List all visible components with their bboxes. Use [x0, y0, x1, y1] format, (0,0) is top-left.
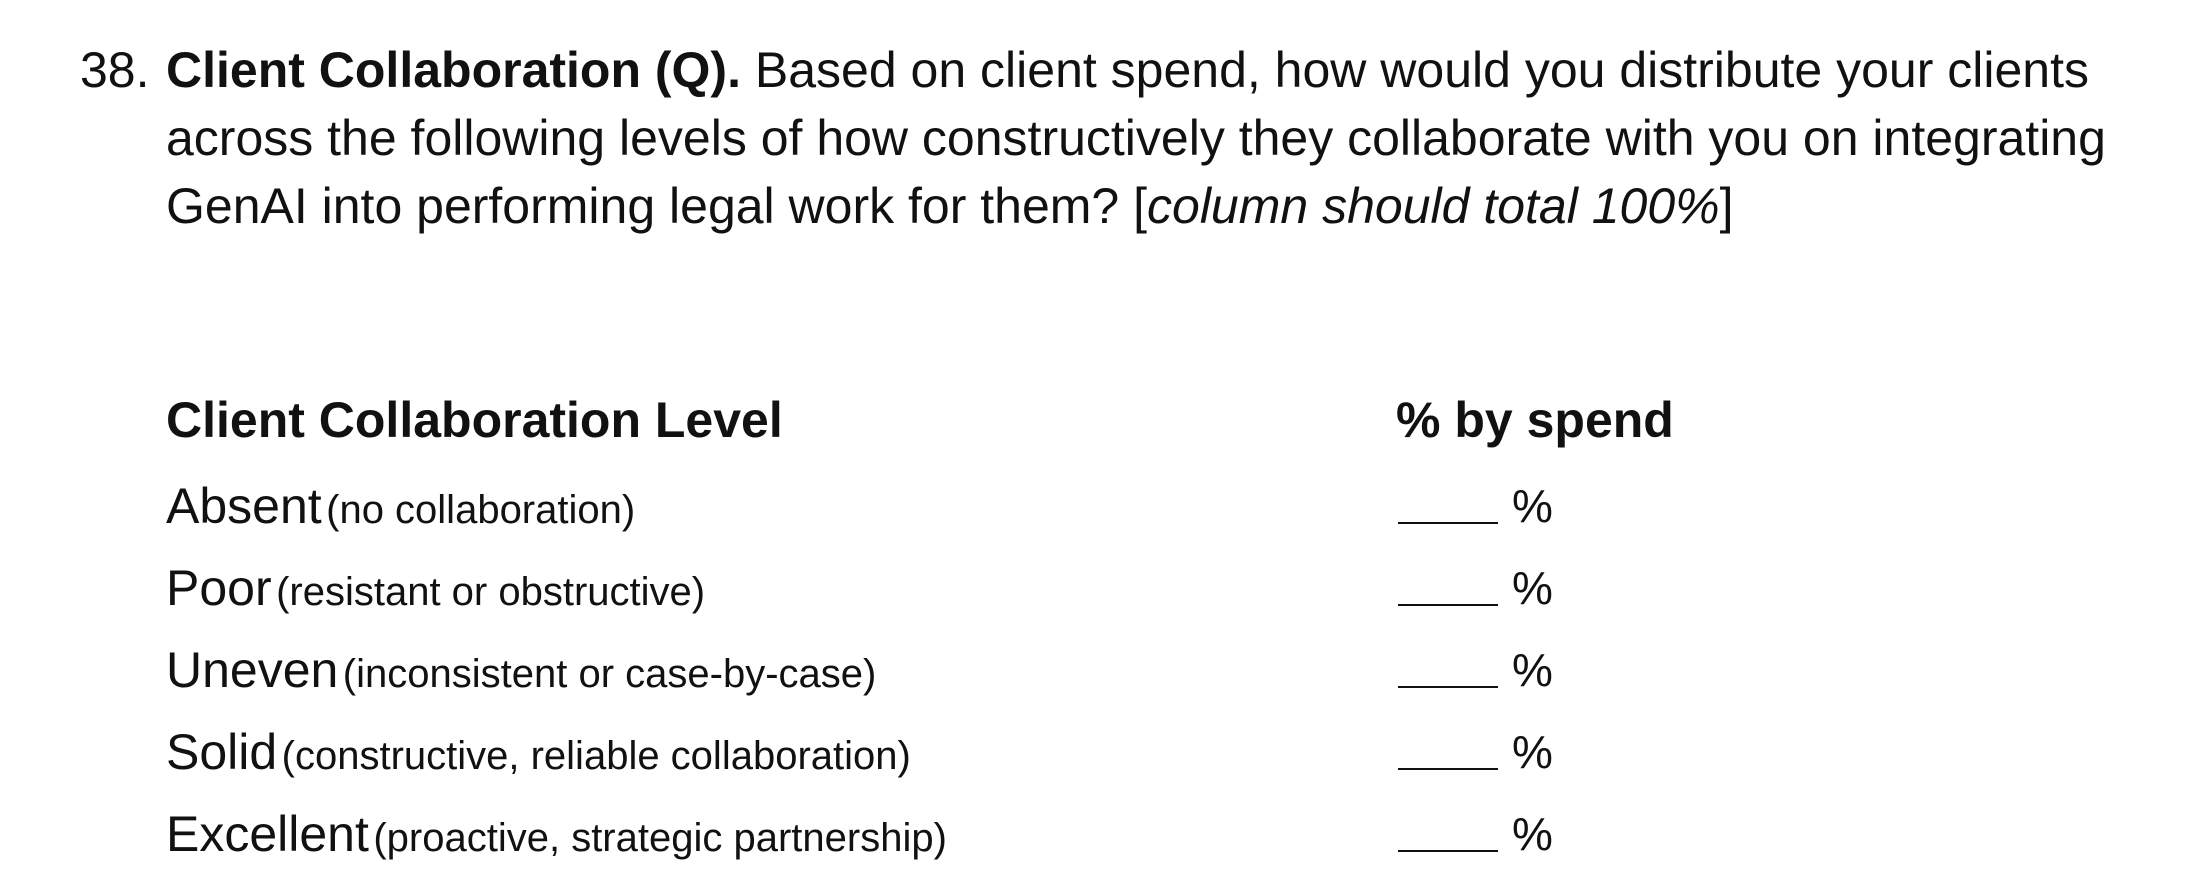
- question-body: Based on client spend, how would you dis…: [166, 42, 2106, 234]
- level-name: Uneven: [166, 642, 339, 698]
- question-instruction-close: ]: [1719, 178, 1734, 234]
- level-name: Absent: [166, 478, 322, 534]
- question-title: Client Collaboration (Q).: [166, 42, 741, 98]
- percent-sign: %: [1512, 644, 1553, 696]
- percent-input-blank[interactable]: [1398, 686, 1498, 688]
- percent-input-blank[interactable]: [1398, 850, 1498, 852]
- row-label: Excellent (proactive, strategic partners…: [166, 794, 947, 887]
- table-row: Poor (resistant or obstructive) %: [166, 548, 1766, 628]
- row-label: Uneven (inconsistent or case-by-case): [166, 630, 876, 723]
- percent-sign: %: [1512, 480, 1553, 532]
- level-description: (inconsistent or case-by-case): [342, 652, 877, 696]
- row-label: Poor (resistant or obstructive): [166, 548, 705, 641]
- level-name: Excellent: [166, 806, 369, 862]
- row-label: Absent (no collaboration): [166, 466, 635, 559]
- column-header-percent: % by spend: [1396, 392, 1674, 448]
- column-header-level: Client Collaboration Level: [166, 392, 783, 448]
- question-text-block: Client Collaboration (Q). Based on clien…: [166, 36, 2156, 240]
- table-row: Solid (constructive, reliable collaborat…: [166, 712, 1766, 792]
- percent-input-blank[interactable]: [1398, 522, 1498, 524]
- level-name: Solid: [166, 724, 278, 780]
- question-instruction: column should total 100%: [1147, 178, 1720, 234]
- percent-sign: %: [1512, 562, 1553, 614]
- question-number: 38.: [80, 42, 150, 98]
- level-description: (constructive, reliable collaboration): [281, 734, 911, 778]
- percent-sign: %: [1512, 726, 1553, 778]
- level-description: (no collaboration): [326, 488, 636, 532]
- percent-input-blank[interactable]: [1398, 768, 1498, 770]
- table-row: Excellent (proactive, strategic partners…: [166, 794, 1766, 874]
- table-row: Uneven (inconsistent or case-by-case) %: [166, 630, 1766, 710]
- level-name: Poor: [166, 560, 272, 616]
- percent-input-blank[interactable]: [1398, 604, 1498, 606]
- level-description: (proactive, strategic partnership): [373, 816, 947, 860]
- level-description: (resistant or obstructive): [276, 570, 706, 614]
- row-label: Solid (constructive, reliable collaborat…: [166, 712, 911, 805]
- table-row: Absent (no collaboration) %: [166, 466, 1766, 546]
- percent-sign: %: [1512, 808, 1553, 860]
